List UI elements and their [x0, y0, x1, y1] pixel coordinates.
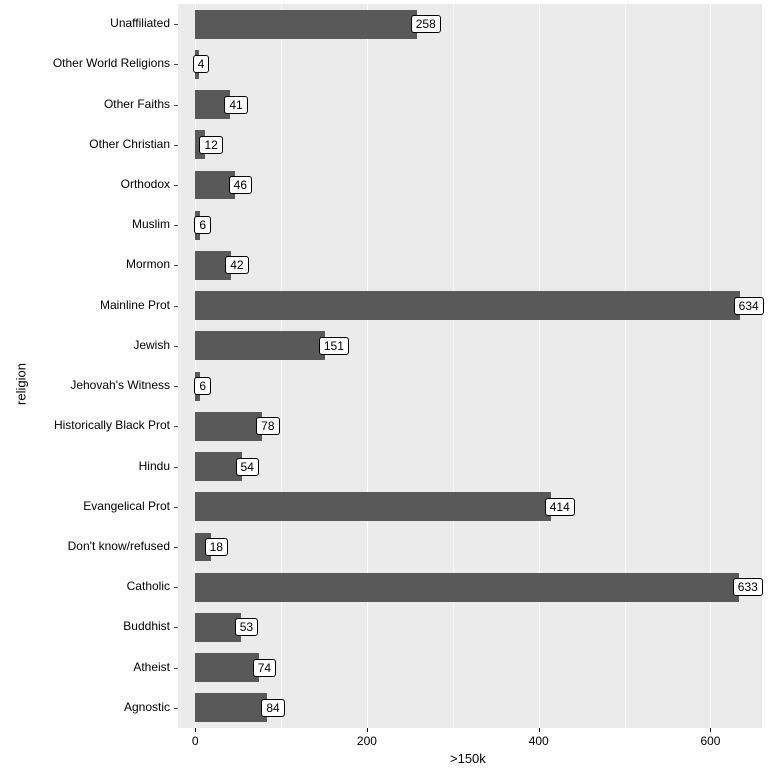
category-label: Evangelical Prot: [12, 499, 170, 513]
value-label: 54: [236, 458, 259, 476]
y-tick-mark: [174, 547, 178, 548]
grid-major: [710, 4, 711, 728]
grid-minor: [281, 4, 282, 728]
value-label: 12: [199, 136, 222, 154]
x-tick-label: 600: [700, 734, 720, 748]
category-label: Don't know/refused: [12, 539, 170, 553]
y-tick-mark: [174, 587, 178, 588]
value-label: 414: [545, 498, 575, 516]
bar: [195, 10, 417, 39]
y-tick-mark: [174, 265, 178, 266]
value-label: 258: [411, 15, 441, 33]
x-tick-label: 400: [529, 734, 549, 748]
y-tick-mark: [174, 386, 178, 387]
value-label: 633: [733, 578, 763, 596]
y-tick-mark: [174, 708, 178, 709]
y-tick-mark: [174, 145, 178, 146]
y-tick-mark: [174, 426, 178, 427]
y-tick-mark: [174, 467, 178, 468]
category-label: Mormon: [12, 257, 170, 271]
value-label: 6: [194, 216, 211, 234]
category-label: Agnostic: [12, 700, 170, 714]
y-tick-mark: [174, 105, 178, 106]
bar: [195, 573, 739, 602]
category-label: Atheist: [12, 660, 170, 674]
value-label: 41: [224, 96, 247, 114]
x-tick-label: 0: [192, 734, 199, 748]
value-label: 84: [261, 699, 284, 717]
y-tick-mark: [174, 306, 178, 307]
category-label: Hindu: [12, 459, 170, 473]
category-label: Other Christian: [12, 137, 170, 151]
category-label: Muslim: [12, 217, 170, 231]
category-label: Historically Black Prot: [12, 418, 170, 432]
y-tick-mark: [174, 24, 178, 25]
x-tick-mark: [710, 728, 711, 732]
y-tick-mark: [174, 346, 178, 347]
bar: [195, 492, 551, 521]
y-tick-mark: [174, 64, 178, 65]
bar: [195, 291, 739, 320]
x-tick-mark: [367, 728, 368, 732]
category-label: Jewish: [12, 338, 170, 352]
value-label: 151: [319, 337, 349, 355]
grid-minor: [625, 4, 626, 728]
value-label: 42: [225, 256, 248, 274]
x-axis-title: >150k: [450, 751, 486, 766]
category-label: Buddhist: [12, 619, 170, 633]
y-tick-mark: [174, 185, 178, 186]
category-label: Unaffiliated: [12, 16, 170, 30]
y-tick-mark: [174, 225, 178, 226]
value-label: 634: [734, 297, 764, 315]
value-label: 78: [256, 417, 279, 435]
x-tick-mark: [539, 728, 540, 732]
plot-area: 258 4 41 12 46 6 42 634 151 6 78 54 414 18 633 53 74 84: [178, 4, 762, 728]
category-label: Other Faiths: [12, 97, 170, 111]
x-tick-label: 200: [357, 734, 377, 748]
grid-major: [367, 4, 368, 728]
value-label: 46: [229, 176, 252, 194]
grid-major: [539, 4, 540, 728]
category-label: Jehovah's Witness: [12, 378, 170, 392]
bar: [195, 331, 325, 360]
category-label: Other World Religions: [12, 56, 170, 70]
x-tick-mark: [195, 728, 196, 732]
value-label: 6: [194, 377, 211, 395]
bar: [195, 693, 267, 722]
value-label: 4: [193, 55, 210, 73]
bar: [195, 412, 262, 441]
value-label: 18: [205, 538, 228, 556]
grid-minor: [453, 4, 454, 728]
value-label: 74: [253, 659, 276, 677]
y-tick-mark: [174, 627, 178, 628]
category-label: Orthodox: [12, 177, 170, 191]
y-tick-mark: [174, 668, 178, 669]
chart-container: religion 2584411246642634151678544141863…: [0, 0, 768, 768]
y-tick-mark: [174, 507, 178, 508]
category-label: Catholic: [12, 579, 170, 593]
bar: [195, 653, 259, 682]
category-label: Mainline Prot: [12, 298, 170, 312]
value-label: 53: [235, 618, 258, 636]
